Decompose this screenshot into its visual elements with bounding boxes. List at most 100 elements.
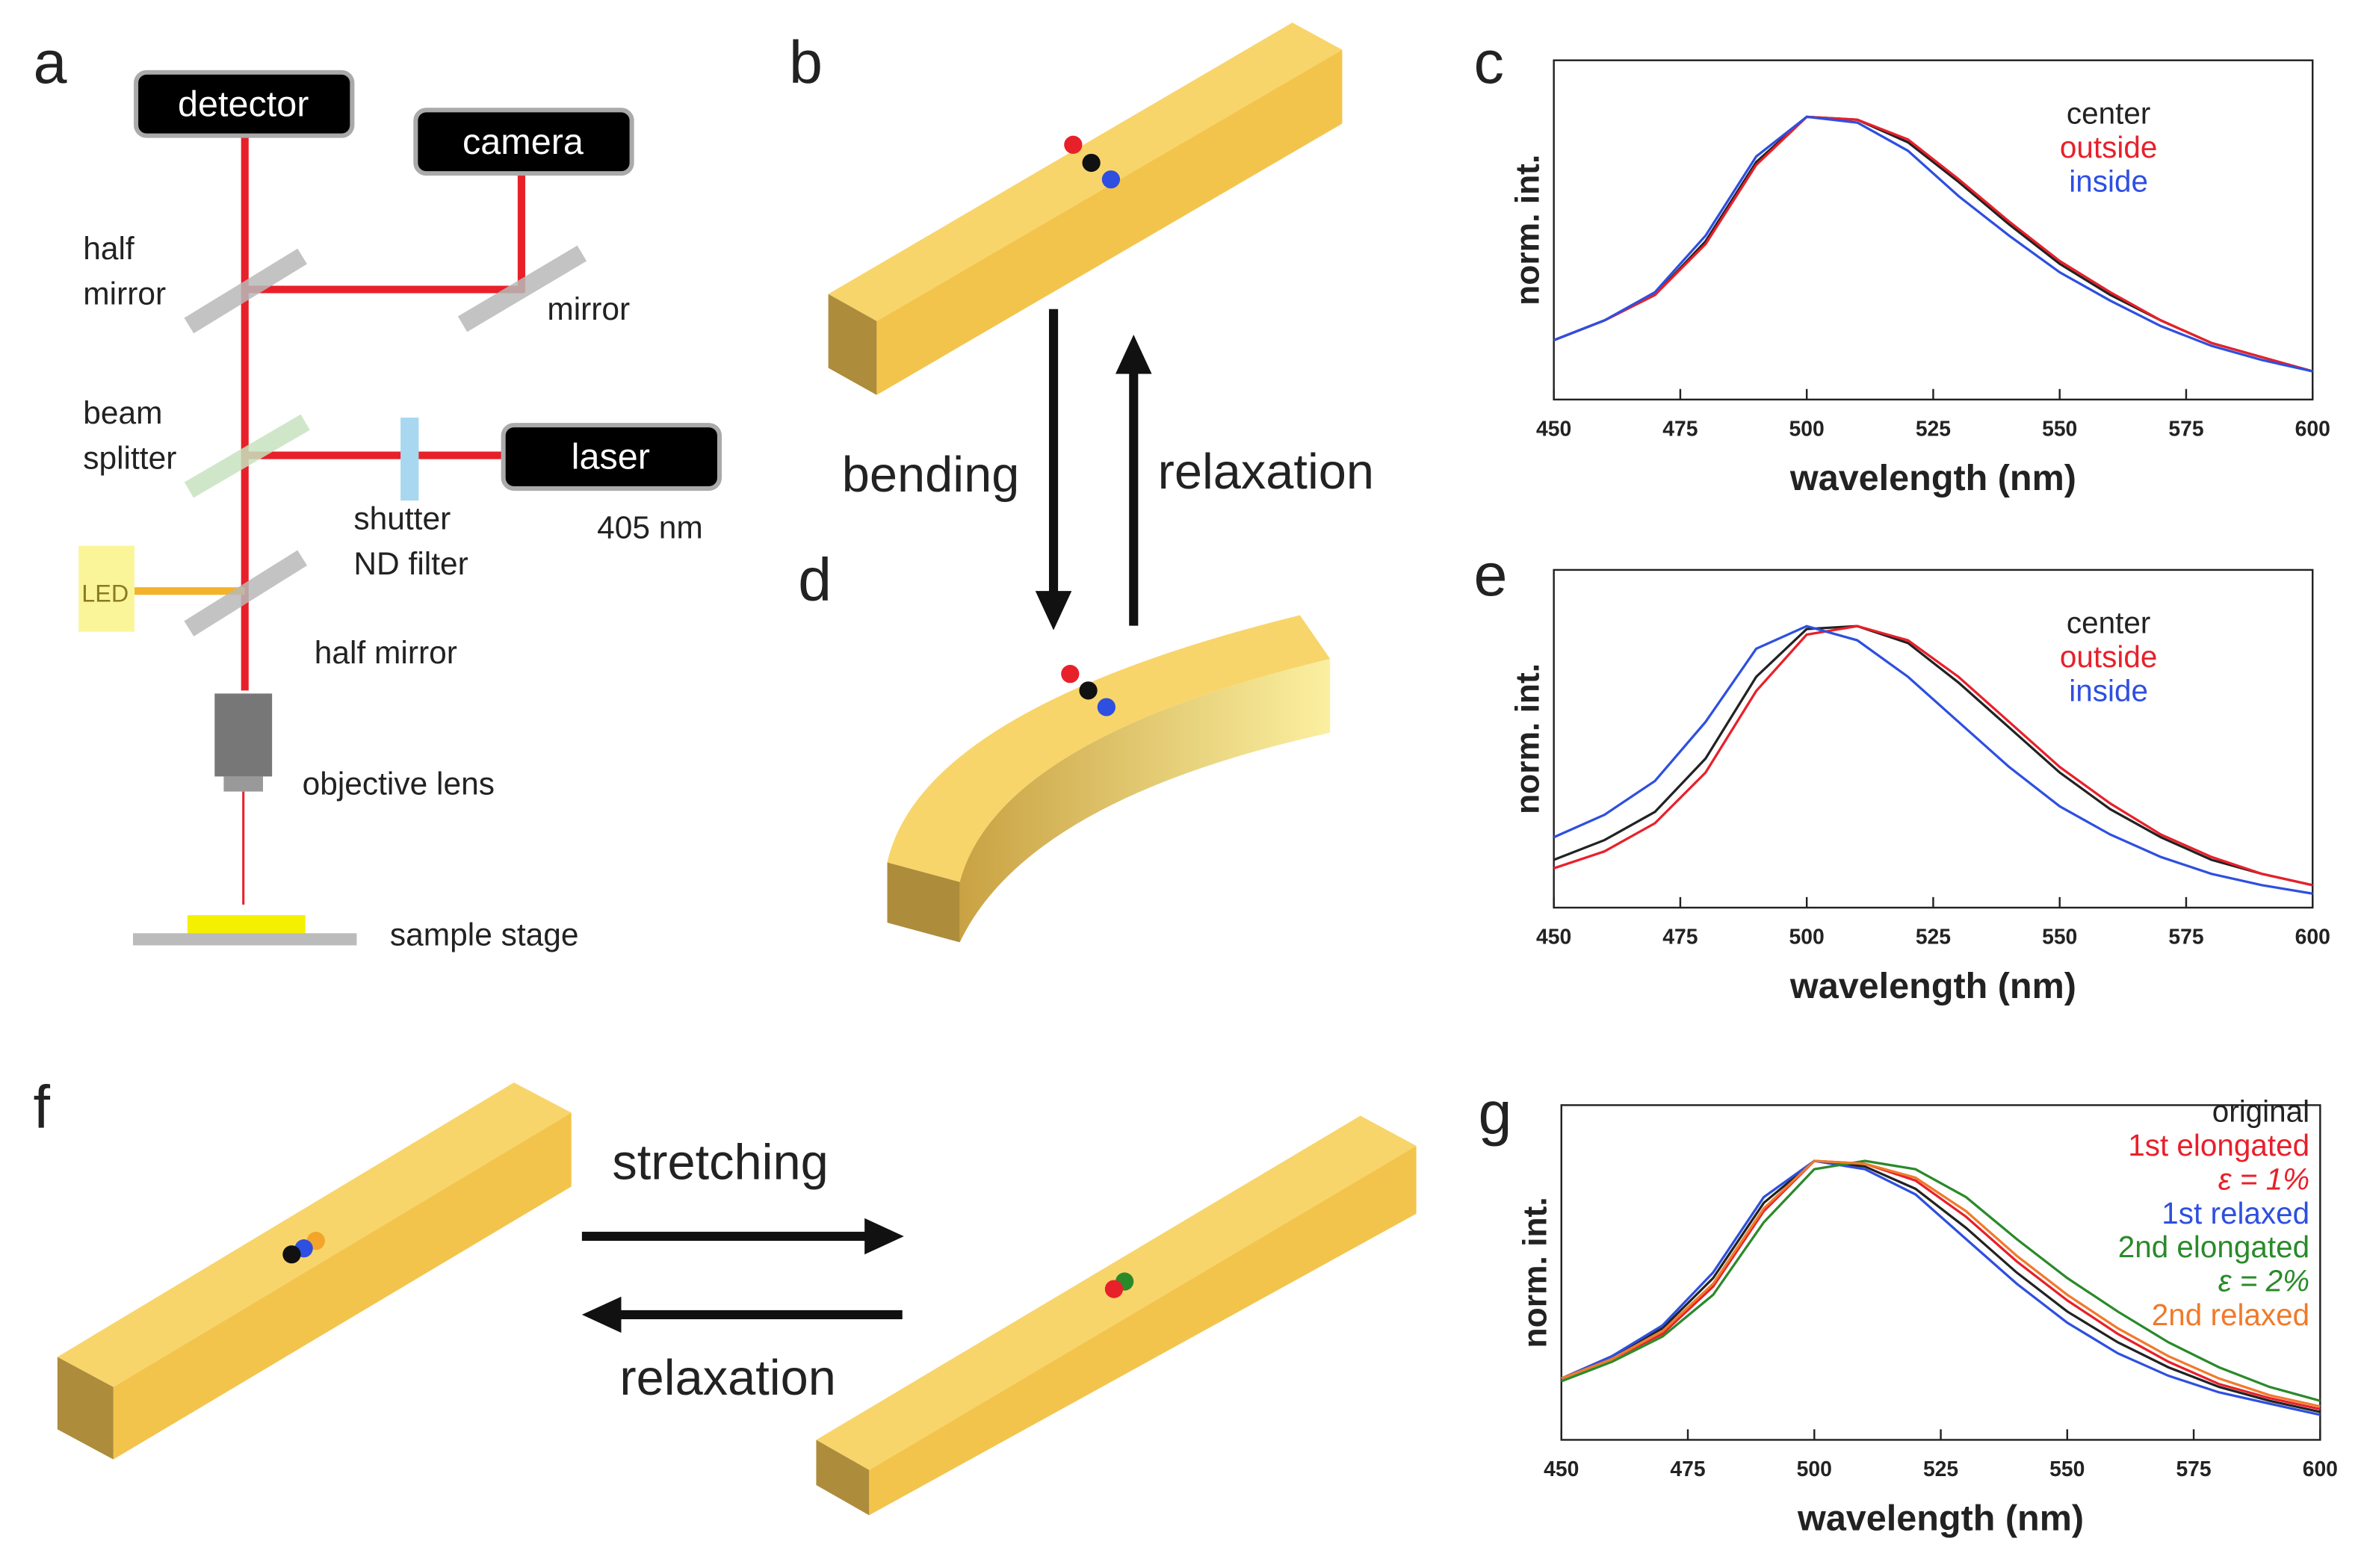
legend-entry: center — [2067, 96, 2150, 131]
mirror — [457, 245, 587, 332]
bar-side — [876, 49, 1343, 395]
x-tick-label: 525 — [1916, 416, 1951, 440]
detector-box — [134, 69, 355, 138]
spectrum-line — [1553, 115, 2313, 373]
arrowhead — [864, 1218, 904, 1255]
spot — [1104, 1280, 1124, 1298]
panel-letter: b — [789, 29, 823, 96]
x-tick-label: 450 — [1544, 1457, 1579, 1481]
spectrum-line — [1561, 1159, 2321, 1410]
label: shutter — [353, 501, 451, 536]
x-tick-label: 550 — [2042, 416, 2077, 440]
x-tick-label: 475 — [1662, 924, 1698, 948]
objective-tip — [223, 776, 264, 792]
spot — [1101, 170, 1121, 189]
box-label: detector — [178, 84, 309, 124]
x-tick-label: 450 — [1536, 416, 1571, 440]
x-tick-label: 575 — [2168, 924, 2203, 948]
x-tick-label: 600 — [2295, 924, 2330, 948]
x-axis-title: wavelength (nm) — [1797, 1499, 2084, 1539]
panel-letter: e — [1473, 542, 1507, 609]
spot — [1082, 153, 1101, 173]
y-axis-title: norm. int. — [1509, 155, 1546, 306]
bar-top — [887, 615, 1331, 882]
panel-letter: f — [34, 1074, 51, 1141]
camera-box — [413, 108, 634, 176]
objective — [214, 693, 273, 777]
legend-note: ε = 1% — [2218, 1162, 2309, 1196]
spot — [282, 1245, 301, 1264]
panel-letter: c — [1473, 29, 1503, 96]
bar-top — [828, 22, 1343, 321]
spectrum-line — [1561, 1159, 2321, 1402]
bar-side — [869, 1145, 1417, 1516]
x-tick-label: 500 — [1789, 924, 1825, 948]
arrowhead — [581, 1296, 622, 1333]
box-label: camera — [462, 122, 584, 162]
label: half mirror — [315, 635, 457, 670]
x-axis-title: wavelength (nm) — [1789, 458, 2076, 498]
label: mirror — [83, 276, 166, 312]
x-tick-label: 475 — [1662, 416, 1698, 440]
half-mirror — [184, 248, 307, 334]
label: sample stage — [390, 917, 579, 952]
x-tick-label: 550 — [2042, 924, 2077, 948]
y-axis-title: norm. int. — [1517, 1197, 1554, 1348]
arrow-label: relaxation — [1158, 444, 1374, 500]
label: half — [83, 231, 134, 266]
label: objective lens — [303, 766, 495, 802]
label: beam — [83, 395, 162, 430]
led — [78, 545, 135, 632]
spot — [1061, 665, 1080, 684]
spectrum-line — [1561, 1159, 2321, 1413]
legend-entry: original — [2212, 1094, 2309, 1129]
spectrum-line — [1553, 625, 2313, 895]
x-tick-label: 575 — [2168, 416, 2203, 440]
spectrum-line — [1553, 625, 2313, 887]
legend-entry: 2nd elongated — [2118, 1230, 2309, 1264]
spectrum-line — [1553, 625, 2313, 887]
x-axis-title: wavelength (nm) — [1789, 966, 2076, 1006]
legend-entry: 1st relaxed — [2162, 1196, 2309, 1230]
bar-end — [887, 862, 960, 943]
arrowhead — [1115, 335, 1152, 374]
spectrum-line — [1561, 1159, 2321, 1408]
shutter — [400, 418, 419, 501]
legend-note: ε = 2% — [2218, 1264, 2309, 1298]
label: mirror — [547, 291, 630, 326]
crystal-stretched — [816, 1115, 1417, 1516]
label: splitter — [83, 441, 176, 476]
label: 405 nm — [597, 510, 703, 545]
label: ND filter — [353, 546, 468, 581]
half-mirror — [184, 550, 308, 636]
x-tick-label: 550 — [2049, 1457, 2085, 1481]
spot — [1079, 681, 1098, 700]
optics-diagram: detector camera laser half mirror mirror… — [78, 69, 722, 952]
legend-entry: outside — [2060, 639, 2157, 674]
x-tick-label: 575 — [2176, 1457, 2211, 1481]
spectrum-line — [1553, 115, 2313, 373]
panel-letter: g — [1479, 1080, 1512, 1147]
spectrum-line — [1561, 1159, 2321, 1416]
crystal-relaxed — [57, 1082, 572, 1460]
sample — [187, 915, 306, 934]
x-tick-label: 500 — [1797, 1457, 1832, 1481]
y-axis-title: norm. int. — [1509, 663, 1546, 814]
bar-side — [959, 658, 1331, 943]
beam-splitter — [184, 414, 310, 498]
x-tick-label: 475 — [1670, 1457, 1705, 1481]
crystal-bent — [887, 615, 1331, 943]
spot — [1064, 135, 1083, 154]
bar-end — [57, 1357, 114, 1460]
bar-side — [113, 1112, 572, 1460]
label: LED — [81, 580, 129, 607]
legend-entry: 2nd relaxed — [2152, 1298, 2309, 1332]
panel-letter: d — [798, 546, 832, 613]
legend-entry: outside — [2060, 130, 2157, 164]
x-tick-label: 450 — [1536, 924, 1571, 948]
arrow-label: stretching — [612, 1135, 828, 1190]
spot — [1097, 698, 1116, 716]
arrow-label: relaxation — [619, 1351, 835, 1406]
